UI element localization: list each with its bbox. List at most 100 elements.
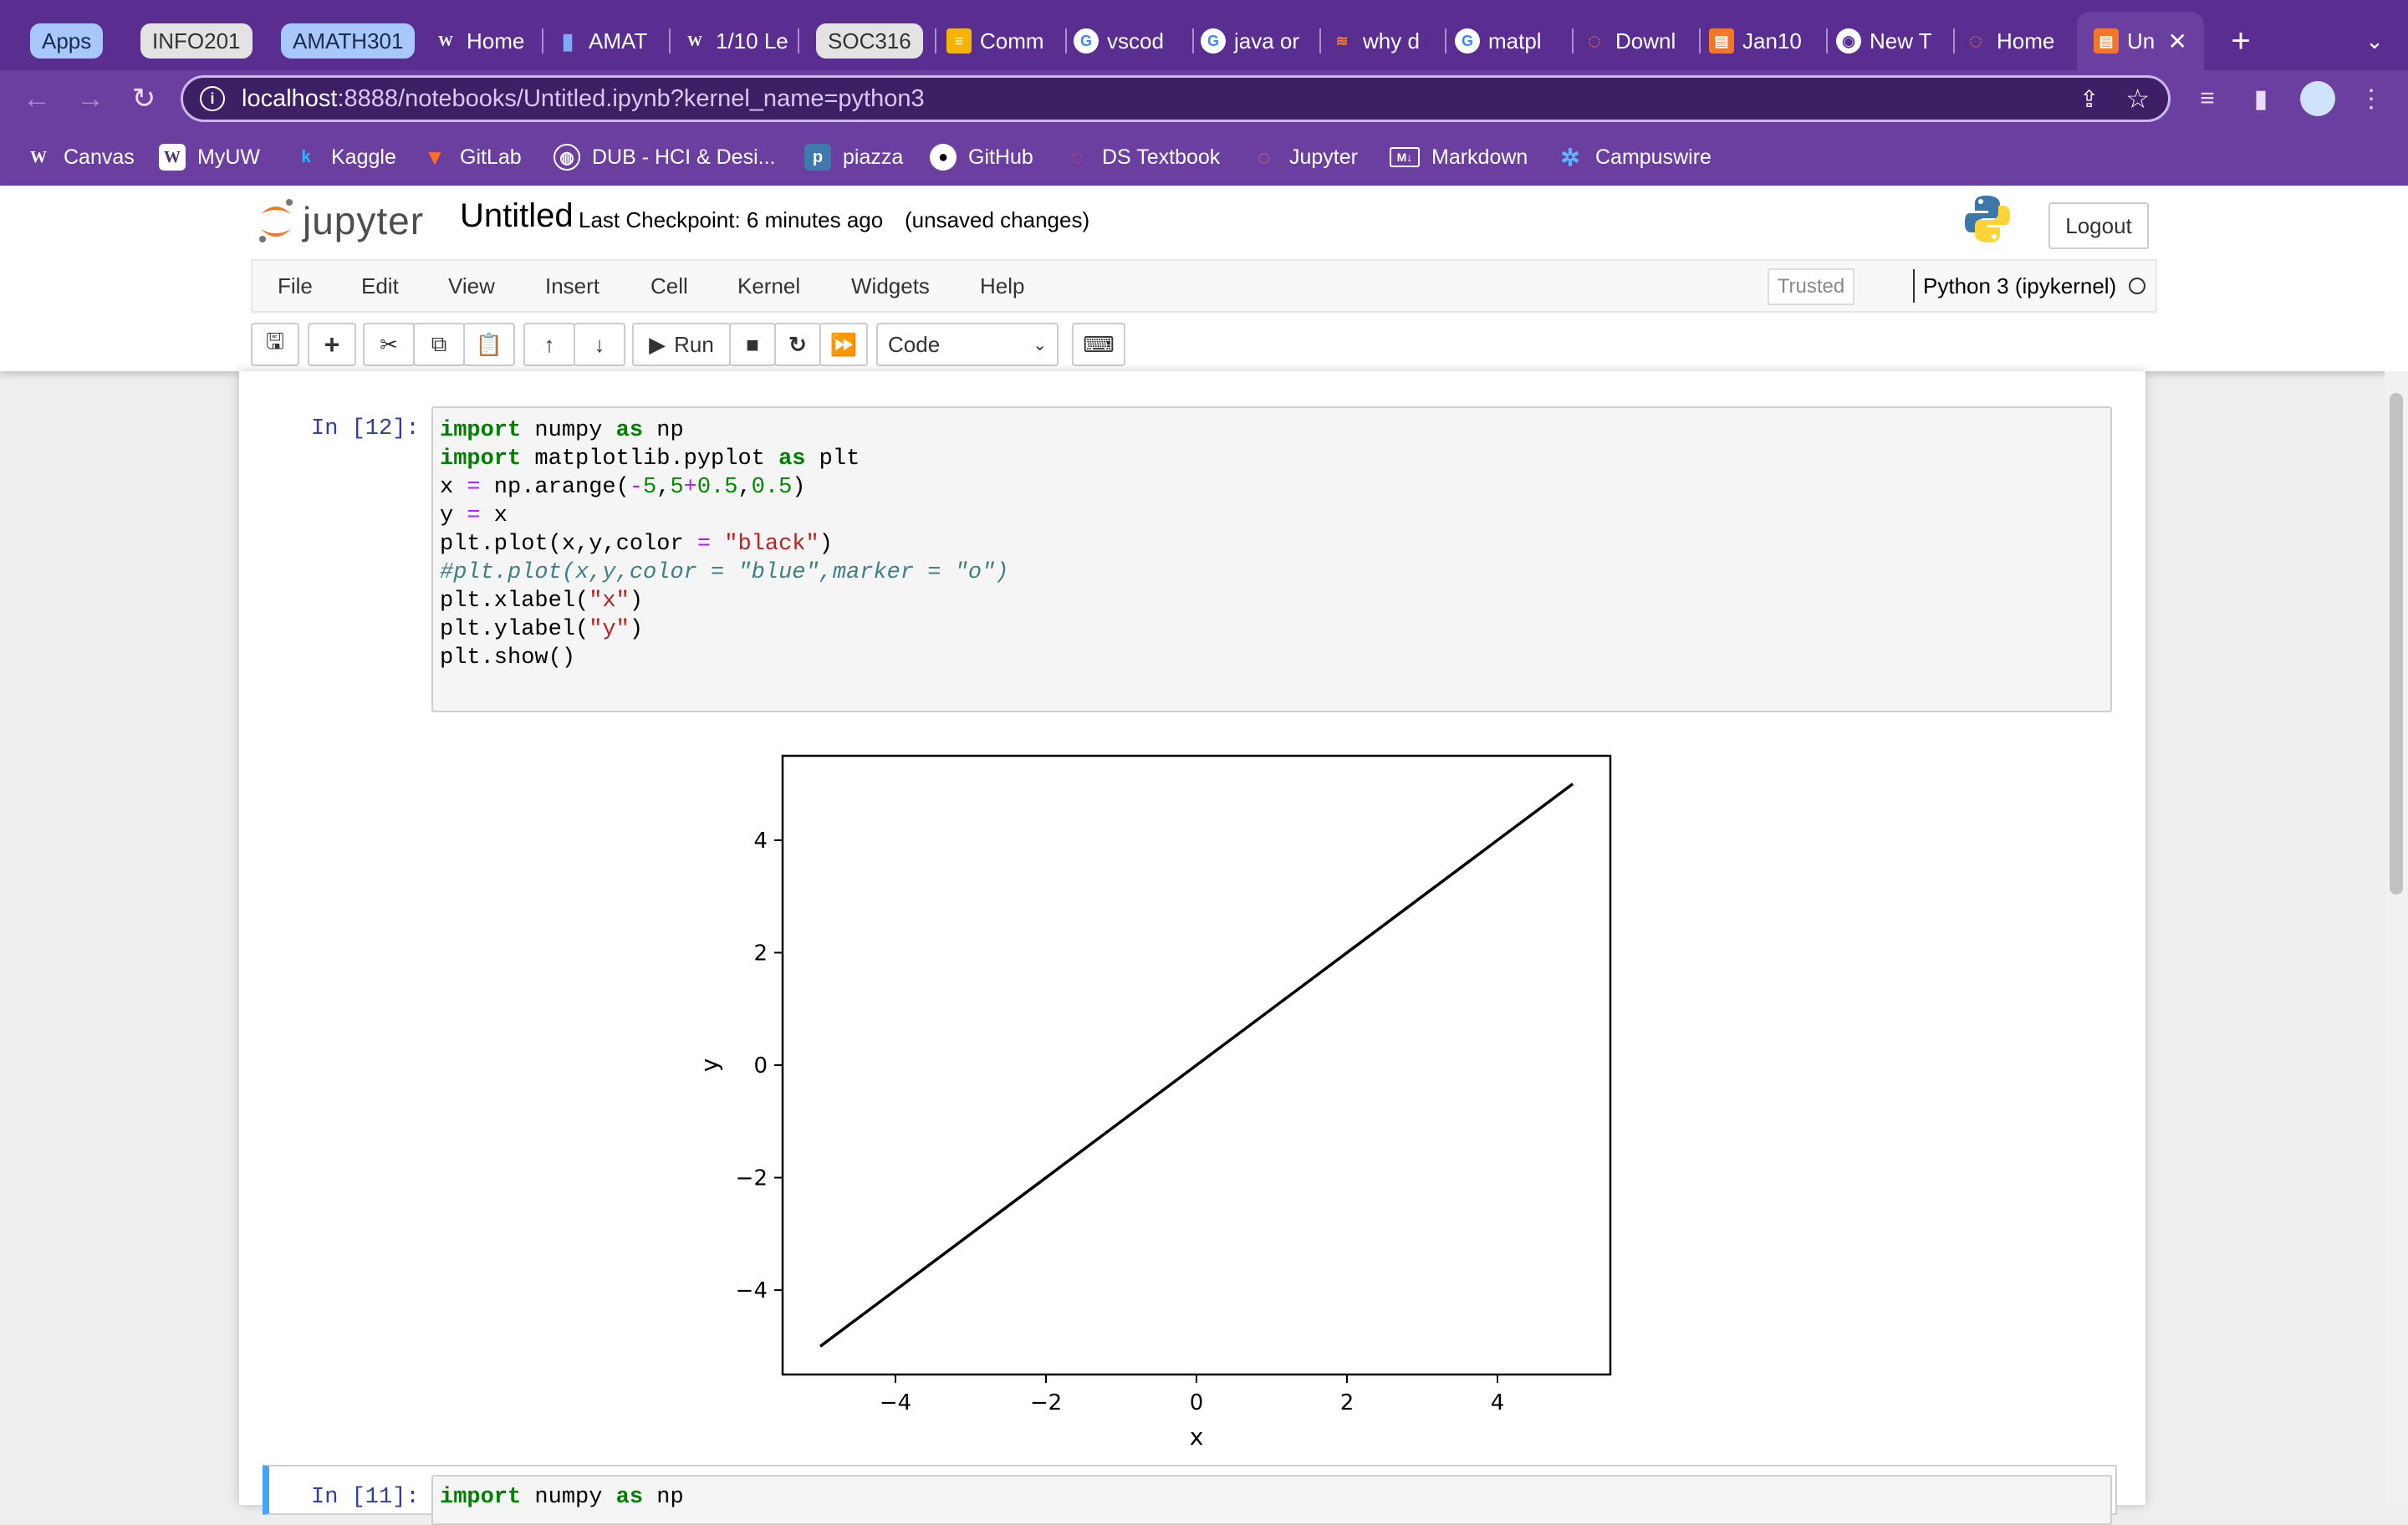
tab-home-myuw[interactable]: W Home	[433, 12, 525, 70]
tab-home-jupyter[interactable]: ◌ Home	[1963, 12, 2072, 70]
run-button[interactable]: ▶ Run	[632, 323, 731, 366]
scrollbar-thumb[interactable]	[2390, 393, 2403, 895]
bookmark-label: Campuswire	[1595, 145, 1712, 169]
bookmark-canvas[interactable]: W Canvas	[25, 140, 135, 174]
menu-help[interactable]: Help	[980, 273, 1025, 298]
menu-widgets[interactable]: Widgets	[851, 273, 930, 298]
bookmark-campuswire[interactable]: ✲ Campuswire	[1557, 140, 1712, 174]
profile-avatar[interactable]	[2298, 79, 2338, 119]
google-icon: G	[1201, 28, 1226, 54]
trusted-indicator[interactable]: Trusted	[1768, 268, 1854, 305]
menu-file[interactable]: File	[278, 273, 313, 298]
cell-type-select[interactable]: Code ⌄	[876, 323, 1059, 366]
y-tick-label: 2	[753, 941, 768, 966]
menu-edit[interactable]: Edit	[361, 273, 399, 298]
bookmark-dub[interactable]: ◍ DUB - HCI & Desi...	[554, 140, 775, 174]
media-queue-icon[interactable]: ≡	[2200, 84, 2215, 112]
tab-title: vscod	[1107, 28, 1164, 54]
move-down-button[interactable]: ↓	[574, 323, 625, 366]
jupyter-icon: ◌	[1968, 28, 1983, 54]
restart-button[interactable]: ↻	[774, 323, 821, 366]
menu-insert[interactable]: Insert	[545, 273, 600, 298]
logout-button[interactable]: Logout	[2048, 202, 2149, 249]
bookmark-markdown[interactable]: M↓ Markdown	[1390, 140, 1528, 174]
tab-group-info201[interactable]: INFO201	[140, 23, 253, 59]
tab-group-amath301[interactable]: AMATH301	[281, 23, 416, 59]
code-line: plt.ylabel("y")	[440, 617, 644, 642]
tab-new-tab[interactable]: ◉ New T	[1836, 12, 1945, 70]
side-panel-icon[interactable]: ▮	[2253, 84, 2268, 113]
tab-separator	[669, 28, 671, 54]
notebook-icon: ▤	[1709, 28, 1734, 54]
browser-menu-icon[interactable]: ⋮	[2359, 84, 2384, 113]
tab-title: AMAT	[589, 28, 648, 54]
tab-java[interactable]: G java or	[1201, 12, 1309, 70]
tab-separator	[1065, 28, 1067, 54]
command-palette-button[interactable]: ⌨	[1072, 323, 1125, 366]
y-axis-ticks: −4 −2 0 2 4	[736, 829, 783, 1303]
interrupt-button[interactable]: ■	[729, 323, 776, 366]
jupyter-logo-icon	[259, 199, 293, 242]
tab-comm[interactable]: ≡ Comm	[946, 12, 1055, 70]
kernel-idle-indicator-icon	[2129, 278, 2145, 294]
jupyter-logo[interactable]: jupyter	[256, 196, 424, 246]
copy-button[interactable]: ⧉	[413, 323, 465, 366]
tab-group-soc316[interactable]: SOC316	[816, 23, 923, 59]
tab-amath[interactable]: ▮ AMAT	[555, 12, 656, 70]
cut-button[interactable]: ✂	[363, 323, 415, 366]
notebook-title[interactable]: Untitled	[460, 197, 574, 234]
forward-arrow-icon[interactable]: →	[76, 82, 105, 115]
bookmark-star-icon[interactable]: ☆	[2125, 84, 2150, 114]
code-cell-input[interactable]: import numpy as np import matplotlib.pyp…	[431, 406, 2112, 712]
notebook-icon: ▤	[2094, 28, 2119, 54]
run-label: Run	[674, 331, 714, 357]
menu-kernel[interactable]: Kernel	[737, 273, 801, 298]
bookmark-kaggle[interactable]: k Kaggle	[293, 140, 396, 174]
tab-search-chevron-icon[interactable]: ⌄	[2365, 28, 2384, 54]
kernel-name[interactable]: Python 3 (ipykernel)	[1923, 273, 2117, 298]
bookmark-github[interactable]: ● GitHub	[930, 140, 1033, 174]
address-bar[interactable]: i localhost:8888/notebooks/Untitled.ipyn…	[181, 75, 2171, 122]
back-arrow-icon[interactable]: ←	[23, 82, 51, 115]
tab-group-apps[interactable]: Apps	[30, 23, 104, 59]
close-tab-icon[interactable]: ✕	[2167, 28, 2187, 54]
gitlab-icon: ▼	[424, 144, 446, 170]
paste-button[interactable]: 📋	[463, 323, 515, 366]
unsaved-status: (unsaved changes)	[905, 207, 1090, 232]
reload-icon[interactable]: ↻	[131, 83, 156, 115]
share-icon[interactable]: ⇪	[2079, 85, 2099, 112]
move-up-button[interactable]: ↑	[523, 323, 575, 366]
bookmark-ds-textbook[interactable]: ◌ DS Textbook	[1064, 140, 1220, 174]
tab-download[interactable]: ◌ Downl	[1582, 12, 1691, 70]
menu-view[interactable]: View	[448, 273, 495, 298]
code-cell-input[interactable]: import numpy as np	[431, 1475, 2112, 1525]
tab-title: why d	[1363, 28, 1420, 54]
tab-vscode[interactable]: G vscod	[1074, 12, 1182, 70]
code-editor[interactable]: import numpy as np import matplotlib.pyp…	[440, 416, 1009, 672]
google-icon: G	[1074, 28, 1099, 54]
uw-icon: W	[438, 32, 453, 49]
bookmark-piazza[interactable]: p piazza	[804, 140, 903, 174]
tab-title: Un	[2127, 28, 2155, 54]
tab-untitled-active[interactable]: ▤ Un ✕	[2077, 12, 2204, 70]
tab-lecture[interactable]: W 1/10 Le	[682, 12, 788, 70]
menu-cell[interactable]: Cell	[650, 273, 688, 298]
tab-jan10[interactable]: ▤ Jan10	[1709, 12, 1818, 70]
bar-chart-icon: ▮	[561, 28, 574, 54]
bookmark-myuw[interactable]: W MyUW	[159, 140, 260, 174]
bookmark-label: Kaggle	[331, 145, 396, 169]
url-path: :8888/notebooks/Untitled.ipynb?kernel_na…	[337, 84, 925, 112]
tab-why[interactable]: ≋ why d	[1329, 12, 1438, 70]
page-scrollbar[interactable]	[2385, 371, 2408, 1505]
bookmark-gitlab[interactable]: ▼ GitLab	[421, 140, 522, 174]
restart-run-all-button[interactable]: ⏩	[819, 323, 868, 366]
save-button[interactable]: 🖫	[251, 323, 299, 366]
code-line: y = x	[440, 503, 508, 528]
tab-matplotlib[interactable]: G matpl	[1455, 12, 1564, 70]
info-icon[interactable]: i	[200, 86, 225, 111]
insert-cell-button[interactable]: +	[308, 323, 356, 366]
tab-title: Comm	[980, 28, 1044, 54]
new-tab-button[interactable]: +	[2231, 22, 2251, 59]
tab-title: java or	[1234, 28, 1300, 54]
bookmark-jupyter[interactable]: ◌ Jupyter	[1251, 140, 1358, 174]
